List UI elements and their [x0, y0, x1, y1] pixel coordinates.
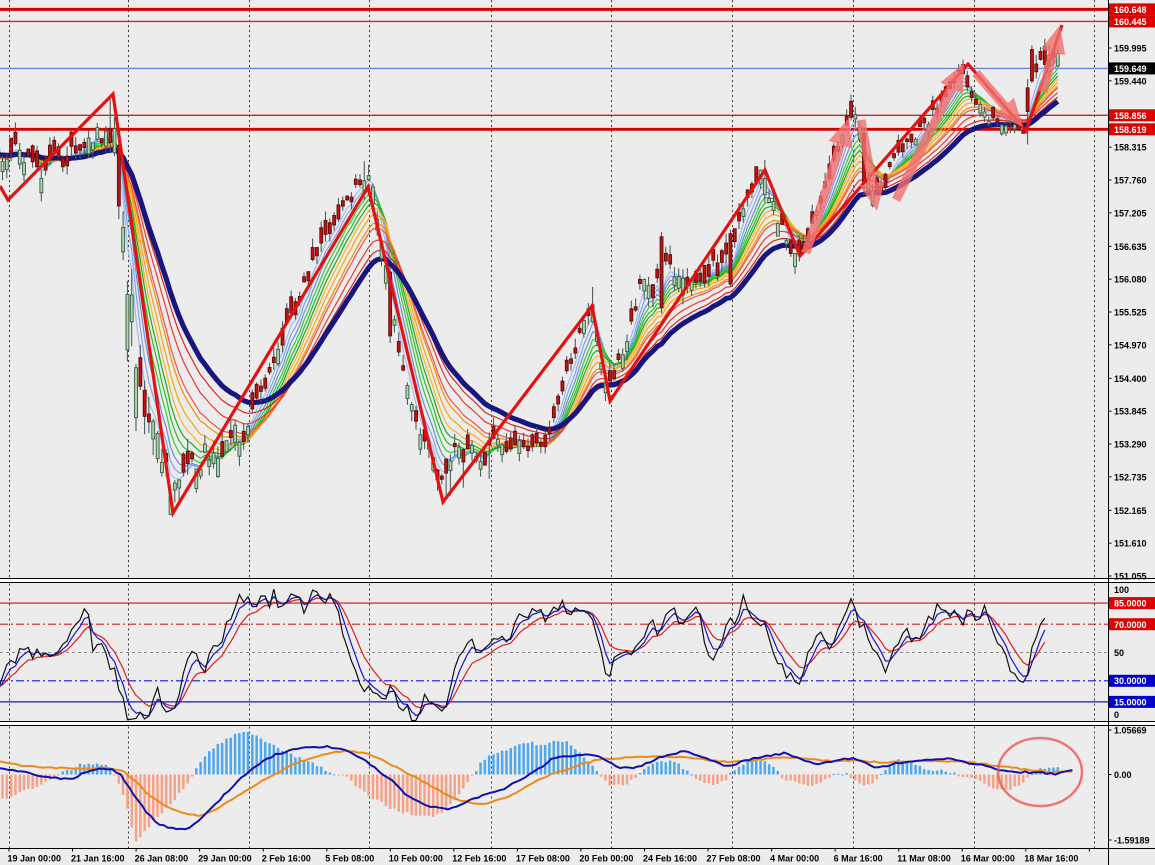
svg-text:-1.59189: -1.59189	[1114, 836, 1150, 846]
svg-text:160.445: 160.445	[1114, 17, 1147, 27]
svg-text:30.0000: 30.0000	[1114, 676, 1147, 686]
svg-text:100: 100	[1114, 585, 1129, 595]
svg-text:151.610: 151.610	[1114, 539, 1147, 549]
svg-text:160.648: 160.648	[1114, 5, 1147, 15]
svg-text:18 Mar 16:00: 18 Mar 16:00	[1024, 854, 1078, 864]
svg-text:152.165: 152.165	[1114, 506, 1147, 516]
svg-text:0.00: 0.00	[1114, 770, 1132, 780]
svg-text:158.315: 158.315	[1114, 143, 1147, 153]
svg-text:159.649: 159.649	[1114, 64, 1147, 74]
svg-text:11 Mar 08:00: 11 Mar 08:00	[897, 854, 951, 864]
svg-text:158.856: 158.856	[1114, 111, 1147, 121]
svg-text:10 Feb 00:00: 10 Feb 00:00	[389, 854, 443, 864]
svg-text:70.0000: 70.0000	[1114, 620, 1147, 630]
svg-text:153.845: 153.845	[1114, 407, 1147, 417]
svg-text:85.0000: 85.0000	[1114, 599, 1147, 609]
svg-text:154.970: 154.970	[1114, 340, 1147, 350]
svg-text:20 Feb 00:00: 20 Feb 00:00	[579, 854, 633, 864]
svg-text:158.619: 158.619	[1114, 125, 1147, 135]
svg-text:26 Jan 08:00: 26 Jan 08:00	[135, 854, 189, 864]
svg-text:15.0000: 15.0000	[1114, 697, 1147, 707]
svg-text:5 Feb 08:00: 5 Feb 08:00	[325, 854, 374, 864]
svg-text:2 Feb 16:00: 2 Feb 16:00	[262, 854, 311, 864]
svg-text:27 Feb 08:00: 27 Feb 08:00	[707, 854, 761, 864]
svg-text:159.440: 159.440	[1114, 76, 1147, 86]
svg-text:159.995: 159.995	[1114, 44, 1147, 54]
svg-text:50: 50	[1114, 648, 1124, 658]
svg-text:151.055: 151.055	[1114, 572, 1147, 582]
svg-text:1.05669: 1.05669	[1114, 726, 1147, 736]
svg-text:21 Jan 16:00: 21 Jan 16:00	[71, 854, 125, 864]
svg-text:24 Feb 16:00: 24 Feb 16:00	[643, 854, 697, 864]
svg-text:4 Mar 00:00: 4 Mar 00:00	[770, 854, 819, 864]
svg-text:152.735: 152.735	[1114, 472, 1147, 482]
svg-text:157.205: 157.205	[1114, 208, 1147, 218]
svg-text:156.080: 156.080	[1114, 275, 1147, 285]
svg-text:6 Mar 16:00: 6 Mar 16:00	[834, 854, 883, 864]
svg-text:154.400: 154.400	[1114, 374, 1147, 384]
svg-text:16 Mar 00:00: 16 Mar 00:00	[961, 854, 1015, 864]
svg-text:17 Feb 08:00: 17 Feb 08:00	[516, 854, 570, 864]
svg-text:157.760: 157.760	[1114, 176, 1147, 186]
svg-text:153.290: 153.290	[1114, 440, 1147, 450]
svg-text:155.525: 155.525	[1114, 308, 1147, 318]
svg-text:156.635: 156.635	[1114, 242, 1147, 252]
svg-text:19 Jan 00:00: 19 Jan 00:00	[8, 854, 62, 864]
svg-text:0: 0	[1114, 710, 1119, 720]
svg-text:12 Feb 16:00: 12 Feb 16:00	[452, 854, 506, 864]
svg-text:29 Jan 00:00: 29 Jan 00:00	[198, 854, 252, 864]
